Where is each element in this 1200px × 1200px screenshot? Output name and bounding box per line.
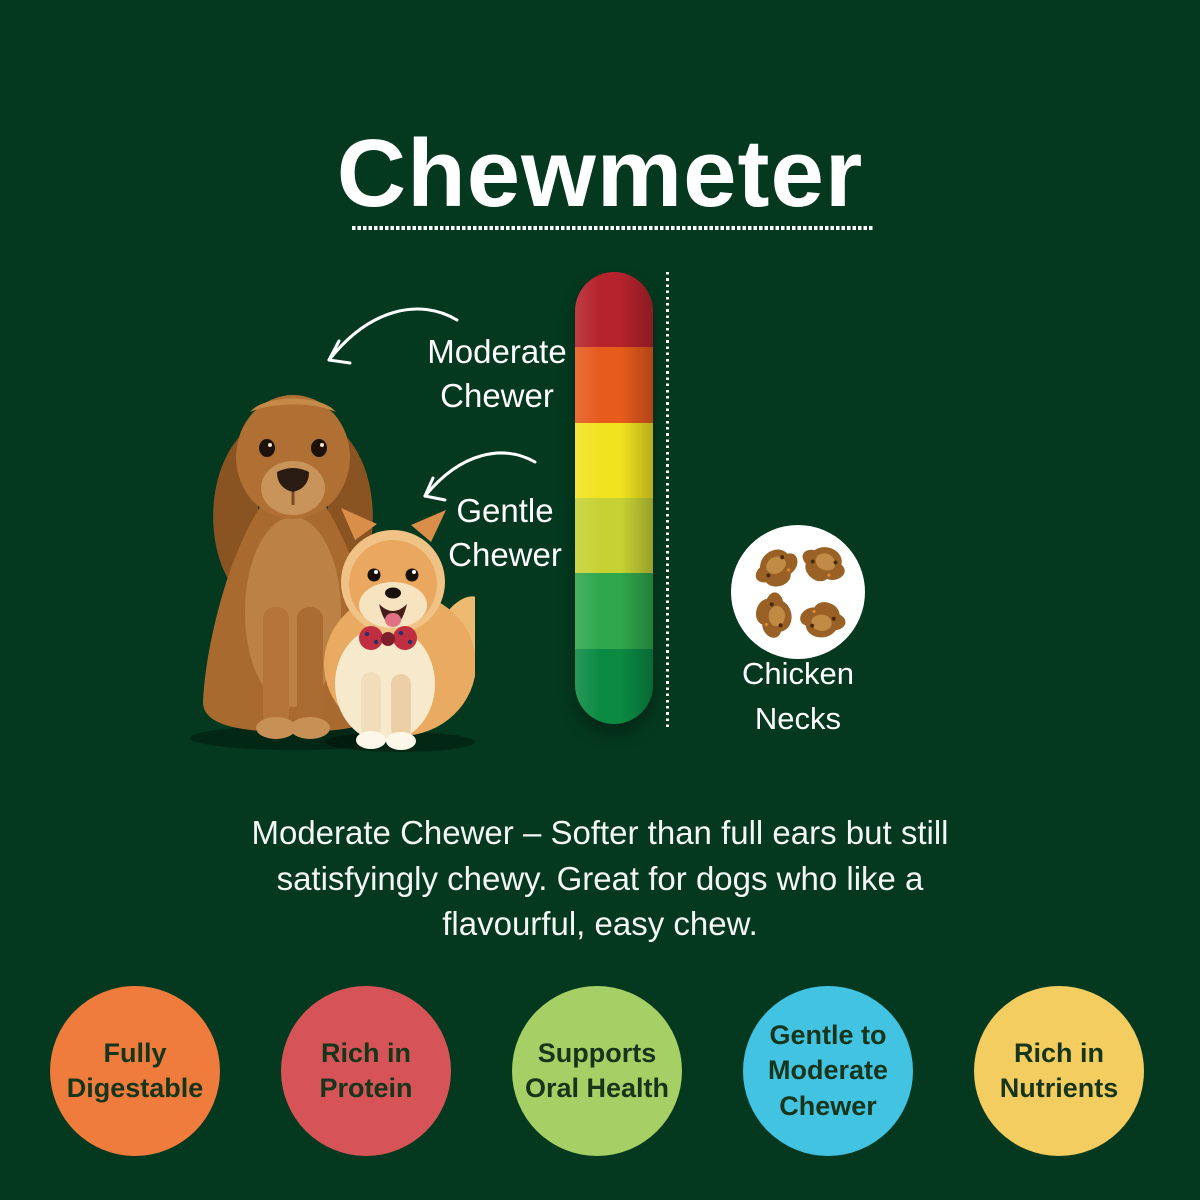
moderate-chewer-label: Moderate Chewer	[427, 333, 567, 414]
pomeranian-photo	[324, 508, 475, 750]
meter-band-dark-green	[575, 648, 653, 724]
title-dashed-underline	[352, 226, 874, 230]
badge-label: Supports Oral Health	[524, 1037, 670, 1103]
meter-band-orange	[575, 347, 653, 423]
badge-label: Gentle to Moderate Chewer	[767, 1020, 889, 1121]
chicken-necks-image	[750, 535, 853, 645]
gentle-chewer-label: Gentle Chewer	[448, 492, 562, 573]
meter-band-yellow	[575, 422, 653, 498]
product-photo-circle	[731, 525, 865, 659]
meter-band-yellow-green	[575, 497, 653, 574]
curved-arrow-icon	[423, 451, 537, 502]
cocker-spaniel-photo	[203, 395, 383, 739]
meter-band-green	[575, 573, 653, 649]
dotted-divider-line	[666, 272, 669, 730]
dogs-photo	[190, 395, 475, 752]
meter-band-red	[575, 272, 653, 348]
curved-arrow-icon	[327, 307, 459, 365]
badge-label: Rich in Nutrients	[999, 1037, 1119, 1103]
badge-label: Rich in Protein	[319, 1037, 413, 1103]
dog-shadow	[190, 726, 400, 750]
badge-supports-oral-health: Supports Oral Health	[512, 986, 682, 1156]
badge-rich-in-protein: Rich in Protein	[281, 986, 451, 1156]
badge-rich-in-nutrients: Rich in Nutrients	[974, 986, 1144, 1156]
chicken-necks-label: Chicken Necks	[742, 656, 854, 736]
badge-fully-digestable: Fully Digestable	[50, 986, 220, 1156]
page-title: Chewmeter	[336, 120, 864, 227]
product-description: Moderate Chewer – Softer than full ears …	[251, 814, 949, 943]
badge-gentle-to-moderate-chewer: Gentle to Moderate Chewer	[743, 986, 913, 1156]
badge-label: Fully Digestable	[66, 1037, 204, 1103]
